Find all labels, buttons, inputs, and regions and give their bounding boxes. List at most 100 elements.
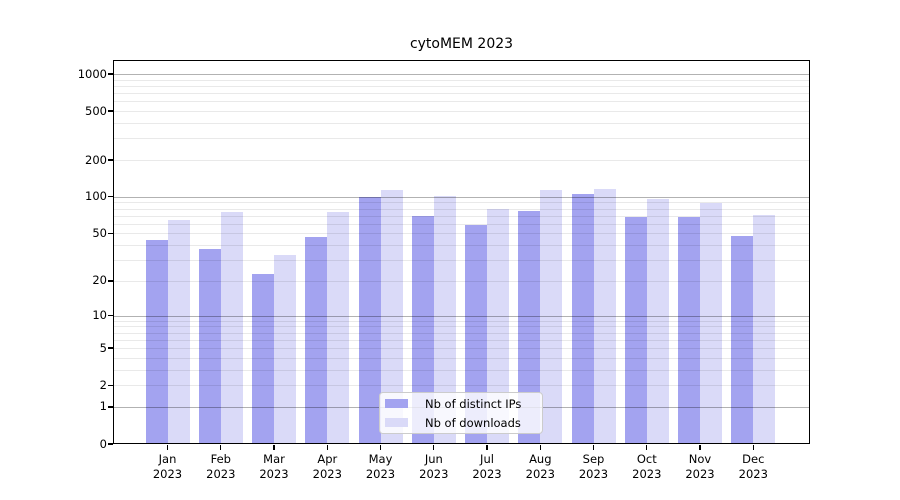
bar-downloads-jun xyxy=(433,195,456,444)
x-tick-mark xyxy=(752,444,754,450)
y-tick-mark xyxy=(108,314,113,317)
gridline-50 xyxy=(113,233,810,235)
x-tick-mark xyxy=(273,444,275,450)
gridline-500 xyxy=(113,111,810,113)
x-tick-mark xyxy=(379,444,382,450)
gridline-80 xyxy=(113,208,810,210)
bar-downloads-may xyxy=(380,190,403,444)
x-tick-label-apr: Apr 2023 xyxy=(312,452,342,481)
gridline-400 xyxy=(113,123,810,124)
bar-downloads-jul xyxy=(487,209,509,444)
y-tick-mark xyxy=(108,110,113,112)
x-tick-label-jul: Jul 2023 xyxy=(472,452,502,481)
bars-layer xyxy=(113,60,810,444)
gridline-4 xyxy=(113,357,810,359)
gridline-2 xyxy=(113,385,810,387)
legend-label-downloads: Nb of downloads xyxy=(425,415,521,430)
x-tick-mark xyxy=(592,444,595,450)
bar-distinct-ips-mar xyxy=(252,273,274,444)
gridline-5 xyxy=(113,348,810,349)
y-tick-label-100: 100 xyxy=(85,189,107,204)
bar-distinct-ips-apr xyxy=(305,236,328,444)
bar-downloads-oct xyxy=(646,199,669,444)
x-tick-label-mar: Mar 2023 xyxy=(259,452,289,481)
gridline-8 xyxy=(113,326,810,328)
x-tick-mark xyxy=(486,444,488,450)
y-tick-mark xyxy=(108,406,113,408)
gridline-40 xyxy=(113,245,810,247)
legend: Nb of distinct IPs Nb of downloads xyxy=(379,392,543,434)
bar-distinct-ips-dec xyxy=(731,235,754,444)
x-tick-mark xyxy=(433,444,435,450)
x-tick-label-aug: Aug 2023 xyxy=(525,452,555,481)
x-tick-label-dec: Dec 2023 xyxy=(738,452,768,481)
gridline-700 xyxy=(113,93,810,95)
gridline-10 xyxy=(113,315,810,317)
y-tick-label-2: 2 xyxy=(99,377,107,392)
x-tick-mark xyxy=(539,444,541,450)
legend-swatch-downloads xyxy=(385,418,408,427)
plot-area xyxy=(113,60,810,444)
y-tick-mark xyxy=(108,280,113,282)
x-tick-label-sep: Sep 2023 xyxy=(578,452,609,481)
x-tick-label-oct: Oct 2023 xyxy=(632,452,662,481)
legend-swatch-distinct-ips xyxy=(385,399,408,408)
gridline-20 xyxy=(113,280,810,282)
x-tick-mark xyxy=(220,444,222,450)
y-tick-mark xyxy=(108,232,113,235)
y-tick-label-50: 50 xyxy=(92,225,107,240)
x-tick-label-may: May 2023 xyxy=(365,452,396,481)
y-tick-mark xyxy=(108,347,113,349)
y-tick-label-500: 500 xyxy=(85,103,107,118)
x-tick-label-jun: Jun 2023 xyxy=(419,452,449,481)
gridline-7 xyxy=(113,332,810,334)
chart-title: cytoMEM 2023 xyxy=(409,36,514,52)
gridline-60 xyxy=(113,223,810,225)
bar-distinct-ips-aug xyxy=(518,211,541,444)
bar-distinct-ips-jan xyxy=(145,240,168,444)
y-tick-label-10: 10 xyxy=(92,308,107,323)
bar-downloads-sep xyxy=(593,189,616,444)
gridline-70 xyxy=(113,215,810,217)
x-tick-mark xyxy=(699,444,701,450)
legend-label-distinct-ips: Nb of distinct IPs xyxy=(425,396,522,411)
bar-distinct-ips-nov xyxy=(678,217,700,444)
bar-distinct-ips-feb xyxy=(198,249,221,444)
bar-downloads-mar xyxy=(274,255,296,444)
bar-downloads-nov xyxy=(700,203,722,444)
gridline-800 xyxy=(113,85,810,87)
gridline-30 xyxy=(113,260,810,262)
bar-distinct-ips-may xyxy=(358,196,381,444)
y-tick-mark xyxy=(108,73,113,75)
y-tick-mark xyxy=(108,384,113,386)
bar-downloads-aug xyxy=(540,190,563,444)
legend-item-distinct-ips: Nb of distinct IPs xyxy=(385,394,542,413)
gridline-90 xyxy=(113,202,810,204)
bar-downloads-dec xyxy=(753,215,776,444)
y-tick-label-1: 1 xyxy=(99,399,107,414)
bar-distinct-ips-sep xyxy=(571,194,594,444)
x-tick-mark xyxy=(326,444,328,450)
bar-downloads-jan xyxy=(167,219,190,444)
bar-downloads-feb xyxy=(220,212,243,444)
x-tick-label-jan: Jan 2023 xyxy=(152,452,183,481)
gridlines-layer xyxy=(113,60,810,444)
x-tick-label-feb: Feb 2023 xyxy=(206,452,236,481)
gridline-100 xyxy=(113,196,810,198)
gridline-300 xyxy=(113,138,810,140)
x-tick-mark xyxy=(166,444,169,450)
y-tick-mark xyxy=(108,443,113,445)
gridline-1000 xyxy=(113,74,810,75)
bar-distinct-ips-oct xyxy=(624,216,647,444)
y-tick-label-20: 20 xyxy=(92,273,107,288)
bar-downloads-apr xyxy=(327,212,350,444)
gridline-600 xyxy=(113,101,810,103)
y-tick-label-1000: 1000 xyxy=(77,66,107,81)
gridline-200 xyxy=(113,160,810,161)
bar-distinct-ips-jun xyxy=(411,215,434,444)
y-tick-mark xyxy=(108,196,113,198)
y-tick-label-5: 5 xyxy=(99,340,107,355)
gridline-9 xyxy=(113,320,810,322)
bar-distinct-ips-jul xyxy=(465,224,487,444)
